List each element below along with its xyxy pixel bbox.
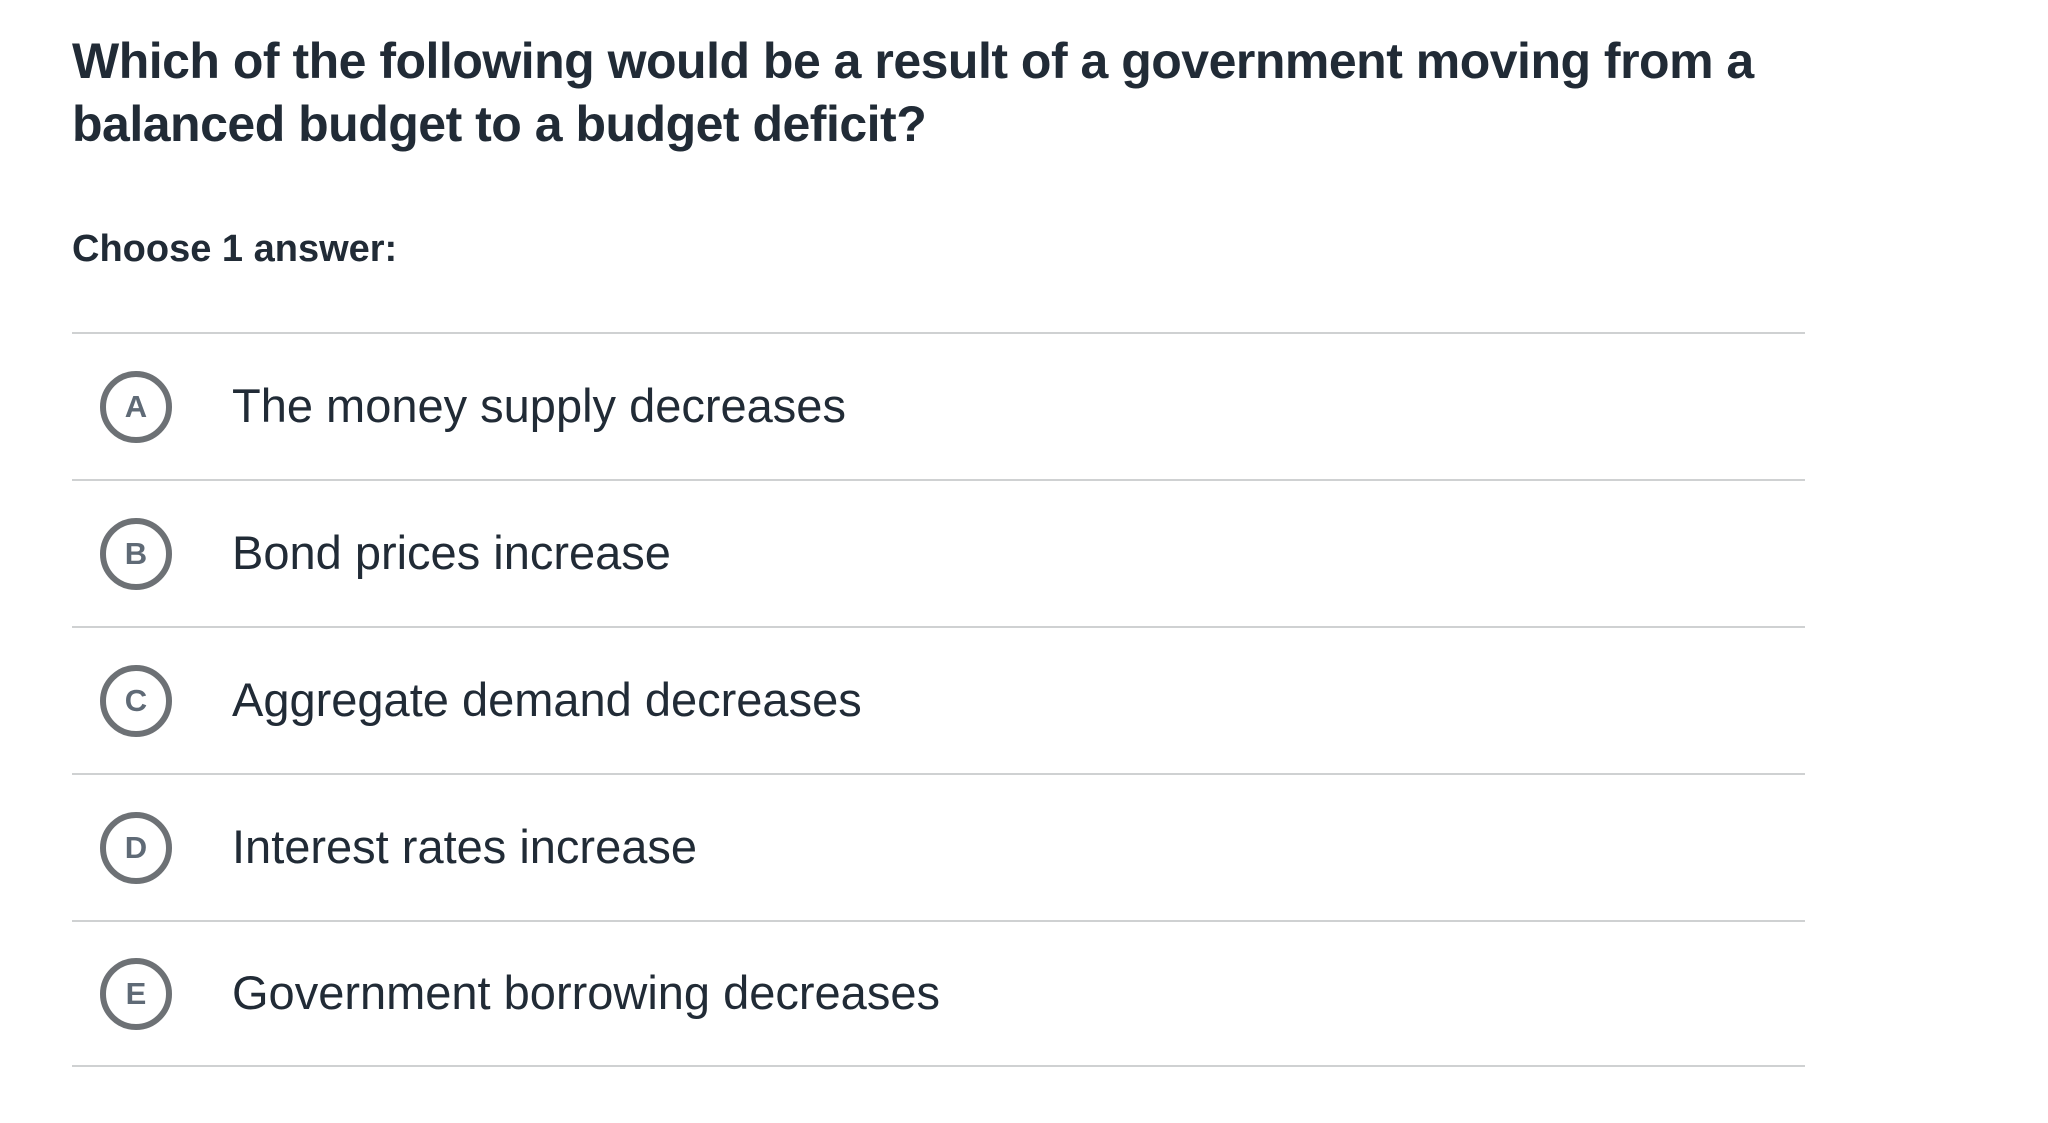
answer-option-e[interactable]: E Government borrowing decreases <box>72 920 1805 1067</box>
answer-option-b[interactable]: B Bond prices increase <box>72 479 1805 626</box>
option-letter-a: A <box>124 388 148 424</box>
option-letter-badge-a: A <box>100 370 172 443</box>
answer-options-list: A The money supply decreases B Bond pric… <box>72 332 1805 1067</box>
option-letter-badge-b: B <box>100 517 172 590</box>
question-title-line-1: Which of the following would be a result… <box>72 33 1754 89</box>
option-letter-c: C <box>124 682 148 718</box>
option-text-c: Aggregate demand decreases <box>232 673 862 727</box>
option-text-a: The money supply decreases <box>232 379 846 433</box>
question-title: Which of the following would be a result… <box>72 30 1805 156</box>
option-letter-badge-c: C <box>100 664 172 737</box>
option-letter-e: E <box>125 975 147 1011</box>
option-letter-d: D <box>124 829 148 865</box>
question-panel: Which of the following would be a result… <box>72 0 1805 1067</box>
option-letter-b: B <box>124 535 148 571</box>
option-text-e: Government borrowing decreases <box>232 966 940 1020</box>
option-letter-badge-d: D <box>100 811 172 884</box>
option-letter-badge-e: E <box>100 957 172 1030</box>
answer-option-c[interactable]: C Aggregate demand decreases <box>72 626 1805 773</box>
answer-option-d[interactable]: D Interest rates increase <box>72 773 1805 920</box>
option-text-d: Interest rates increase <box>232 820 697 874</box>
option-text-b: Bond prices increase <box>232 526 671 580</box>
choose-answer-prompt: Choose 1 answer: <box>72 228 398 270</box>
question-title-line-2: balanced budget to a budget deficit? <box>72 96 927 152</box>
answer-option-a[interactable]: A The money supply decreases <box>72 332 1805 479</box>
